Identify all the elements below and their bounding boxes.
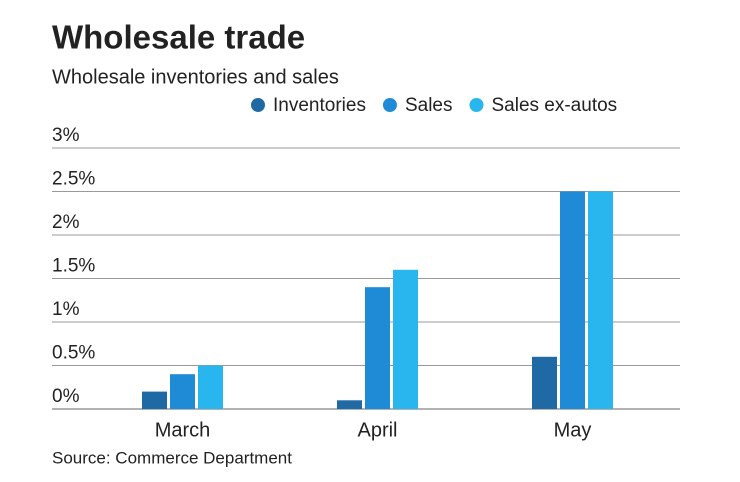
x-tick-label: May: [554, 419, 592, 441]
x-tick-label: March: [155, 419, 211, 441]
legend-label: Sales: [405, 95, 453, 116]
bar: [588, 191, 613, 409]
bar: [560, 191, 585, 409]
bar: [532, 356, 557, 409]
y-tick-label: 1.5%: [52, 256, 95, 277]
chart-title: Wholesale trade: [52, 19, 305, 56]
legend-marker: [469, 98, 484, 112]
y-tick-label: 2%: [52, 212, 80, 233]
legend-label: Inventories: [273, 95, 366, 116]
bar: [337, 400, 362, 409]
bar: [142, 391, 167, 409]
source-note: Source: Commerce Department: [52, 448, 292, 467]
y-tick-label: 2.5%: [52, 169, 95, 190]
x-tick-label: April: [357, 419, 397, 441]
y-tick-label: 1%: [52, 299, 80, 320]
y-tick-label: 0%: [52, 386, 80, 407]
legend-label: Sales ex-autos: [491, 95, 617, 116]
legend-marker: [251, 98, 265, 112]
bar: [393, 269, 418, 409]
legend-marker: [382, 98, 397, 112]
bar: [198, 365, 223, 409]
bar: [170, 374, 195, 409]
y-tick-label: 0.5%: [52, 343, 95, 364]
chart-subtitle: Wholesale inventories and sales: [52, 66, 339, 88]
y-tick-label: 3%: [52, 125, 80, 146]
bar: [365, 287, 390, 409]
